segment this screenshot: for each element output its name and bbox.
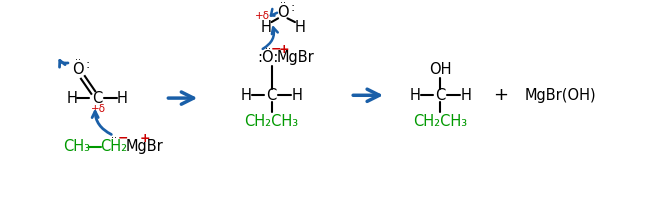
Text: CH₂: CH₂ [100, 139, 127, 154]
Text: −: − [118, 132, 129, 145]
Text: +: + [140, 132, 150, 145]
Text: +: + [493, 86, 508, 104]
Text: −: − [271, 43, 281, 56]
Text: :: : [290, 1, 294, 14]
Text: +: + [278, 43, 289, 56]
Text: OH: OH [429, 62, 452, 76]
Text: ··: ·· [265, 44, 271, 54]
Text: MgBr: MgBr [277, 50, 315, 65]
Text: H: H [117, 91, 128, 106]
Text: C: C [266, 88, 277, 103]
Text: H: H [291, 88, 302, 103]
Text: H: H [410, 88, 421, 103]
Text: O: O [277, 5, 289, 20]
Text: :O:: :O: [257, 50, 278, 65]
Text: H: H [66, 91, 77, 106]
Text: +δ: +δ [92, 104, 107, 114]
Text: +δ: +δ [255, 12, 270, 21]
Text: ··: ·· [111, 133, 117, 143]
Text: MgBr: MgBr [126, 139, 164, 154]
Text: :: : [85, 58, 90, 71]
Text: H: H [460, 88, 471, 103]
Text: CH₂CH₃: CH₂CH₃ [413, 114, 467, 129]
Text: ··: ·· [280, 0, 286, 8]
Text: CH₂CH₃: CH₂CH₃ [244, 114, 298, 129]
Text: C: C [436, 88, 445, 103]
Text: CH₃: CH₃ [63, 139, 90, 154]
Text: H: H [240, 88, 252, 103]
Text: H: H [294, 20, 305, 35]
Text: O: O [72, 62, 84, 77]
Text: MgBr(OH): MgBr(OH) [525, 88, 596, 103]
Text: ··: ·· [75, 56, 81, 66]
Text: C: C [92, 91, 102, 106]
Text: H: H [261, 20, 271, 35]
